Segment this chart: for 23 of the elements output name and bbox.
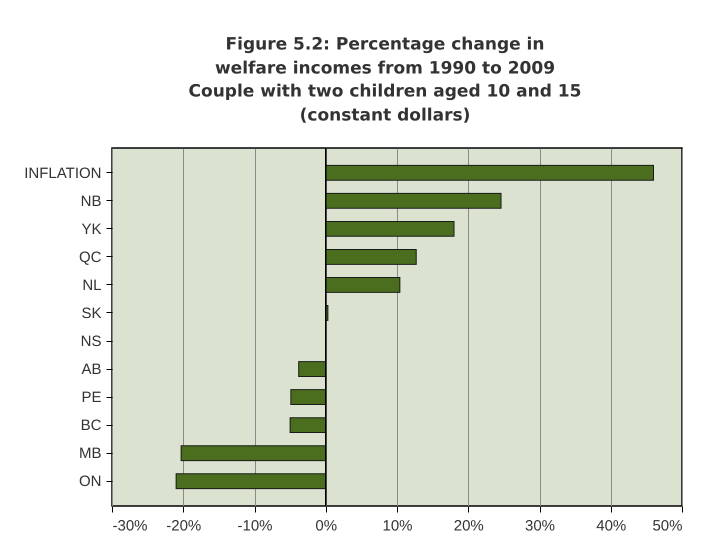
x-tick-label: 50% bbox=[652, 518, 682, 534]
chart-subtitle: Couple with two children aged 10 and 15 (constant dollars) bbox=[188, 81, 582, 126]
y-tick-label: SK bbox=[81, 304, 102, 322]
x-tick-label: -20% bbox=[166, 518, 202, 534]
y-tick-label: MB bbox=[79, 445, 102, 462]
y-tick-label: ON bbox=[79, 473, 102, 490]
y-tick-label: NB bbox=[80, 192, 102, 210]
y-tick-label: NS bbox=[80, 333, 102, 350]
y-tick-label: BC bbox=[80, 417, 102, 434]
x-tick-label: -10% bbox=[237, 518, 273, 534]
x-tick-label: 10% bbox=[382, 518, 413, 534]
y-tick-label: PE bbox=[81, 389, 102, 406]
y-tick-label: YK bbox=[81, 220, 102, 238]
x-tick-label: -30% bbox=[112, 518, 148, 534]
x-tick-label: 30% bbox=[524, 518, 556, 534]
y-tick-label: INFLATION bbox=[24, 164, 102, 182]
chart-title: Figure 5.2: Percentage change in welfare incomes from 1990 to 2009 bbox=[214, 34, 556, 78]
y-tick-label: AB bbox=[81, 361, 102, 378]
x-tick-label: 20% bbox=[454, 518, 484, 534]
y-tick-label: NL bbox=[82, 276, 102, 294]
x-tick-label: 0% bbox=[315, 518, 338, 534]
y-tick-label: QC bbox=[79, 248, 102, 266]
x-tick-label: 40% bbox=[596, 518, 626, 534]
